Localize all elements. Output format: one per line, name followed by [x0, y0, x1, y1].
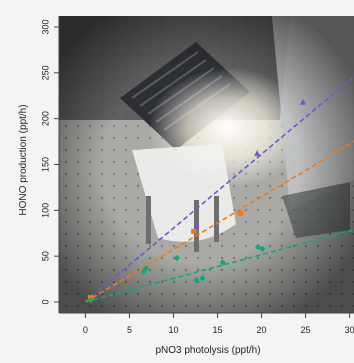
photo-vignette — [59, 16, 354, 313]
y-tick-label: 0 — [40, 299, 50, 304]
data-points — [87, 98, 306, 304]
x-tick-label: 5 — [127, 325, 132, 335]
x-tick-label: 0 — [83, 325, 88, 335]
data-point-series-1 — [254, 150, 261, 156]
x-tick-label: 25 — [301, 325, 311, 335]
data-point-series-2 — [237, 210, 244, 216]
background-photo — [59, 16, 354, 313]
y-tick-label: 150 — [40, 157, 50, 172]
x-tick-label: 30 — [345, 325, 354, 335]
x-tick-label: 15 — [212, 325, 222, 335]
data-point-series-3 — [259, 245, 266, 253]
fit-line-series-3 — [85, 229, 354, 303]
axes: 0 50 100 150 200 250 300 0 5 10 15 20 25 30 — [40, 16, 354, 335]
y-tick-label: 300 — [40, 19, 50, 34]
fit-line-series-1 — [84, 75, 354, 303]
data-point-series-3 — [174, 254, 180, 262]
data-point-series-3 — [255, 243, 262, 251]
data-point-series-1 — [299, 98, 306, 105]
data-point-series-3 — [199, 274, 206, 282]
data-point-series-3 — [143, 264, 150, 272]
data-point-series-3 — [140, 268, 147, 275]
data-point-series-3 — [87, 296, 94, 304]
y-tick-label: 250 — [40, 65, 50, 80]
y-tick-label: 50 — [40, 251, 50, 261]
y-axis-label: HONO production (ppt/h) — [18, 104, 29, 215]
y-tick-label: 100 — [40, 203, 50, 218]
data-point-series-3 — [219, 259, 226, 266]
data-point-series-1 — [193, 221, 200, 228]
fit-line-series-2 — [85, 140, 354, 303]
x-axis-label: pNO3 photolysis (ppt/h) — [155, 345, 260, 356]
x-tick-label: 20 — [257, 325, 267, 335]
y-tick-label: 200 — [40, 111, 50, 126]
data-point-series-3 — [193, 276, 200, 284]
data-point-series-2 — [191, 228, 197, 235]
fit-lines — [84, 75, 354, 303]
x-tick-label: 10 — [168, 325, 178, 335]
